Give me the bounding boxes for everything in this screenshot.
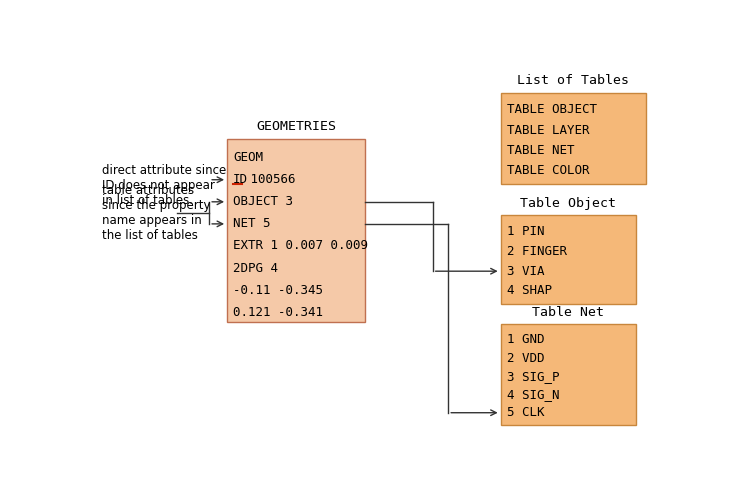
Text: 2DPG 4: 2DPG 4 <box>233 262 279 274</box>
Text: EXTR 1 0.007 0.009: EXTR 1 0.007 0.009 <box>233 240 368 252</box>
Text: TABLE LAYER: TABLE LAYER <box>507 123 589 137</box>
Bar <box>501 215 636 304</box>
Text: List of Tables: List of Tables <box>518 74 629 87</box>
Text: ID: ID <box>233 173 249 186</box>
Text: OBJECT 3: OBJECT 3 <box>233 196 293 208</box>
Text: TABLE OBJECT: TABLE OBJECT <box>507 103 596 116</box>
Text: 5 CLK: 5 CLK <box>507 406 545 419</box>
Text: 2 FINGER: 2 FINGER <box>507 245 567 258</box>
Text: 3 VIA: 3 VIA <box>507 265 545 278</box>
Text: direct attribute since
ID does not appear
in list of tables.: direct attribute since ID does not appea… <box>102 164 227 207</box>
Text: 0.121 -0.341: 0.121 -0.341 <box>233 306 323 318</box>
Text: TABLE NET: TABLE NET <box>507 144 575 157</box>
Text: GEOM: GEOM <box>233 151 263 164</box>
Text: 100566: 100566 <box>243 173 296 186</box>
Text: GEOMETRIES: GEOMETRIES <box>256 121 336 133</box>
Text: 2 VDD: 2 VDD <box>507 352 545 365</box>
Text: 1 PIN: 1 PIN <box>507 225 545 238</box>
Bar <box>501 324 636 424</box>
Text: table attributes
since the property
name appears in
the list of tables: table attributes since the property name… <box>102 184 211 242</box>
Bar <box>501 93 646 184</box>
Text: TABLE COLOR: TABLE COLOR <box>507 164 589 177</box>
Text: 4 SHAP: 4 SHAP <box>507 284 552 297</box>
Text: 3 SIG_P: 3 SIG_P <box>507 370 559 383</box>
Text: 1 GND: 1 GND <box>507 333 545 346</box>
Bar <box>227 139 365 322</box>
Text: Table Net: Table Net <box>532 306 605 319</box>
Text: NET 5: NET 5 <box>233 218 270 230</box>
Text: -0.11 -0.345: -0.11 -0.345 <box>233 284 323 296</box>
Text: 4 SIG_N: 4 SIG_N <box>507 388 559 401</box>
Text: Table Object: Table Object <box>520 196 616 210</box>
